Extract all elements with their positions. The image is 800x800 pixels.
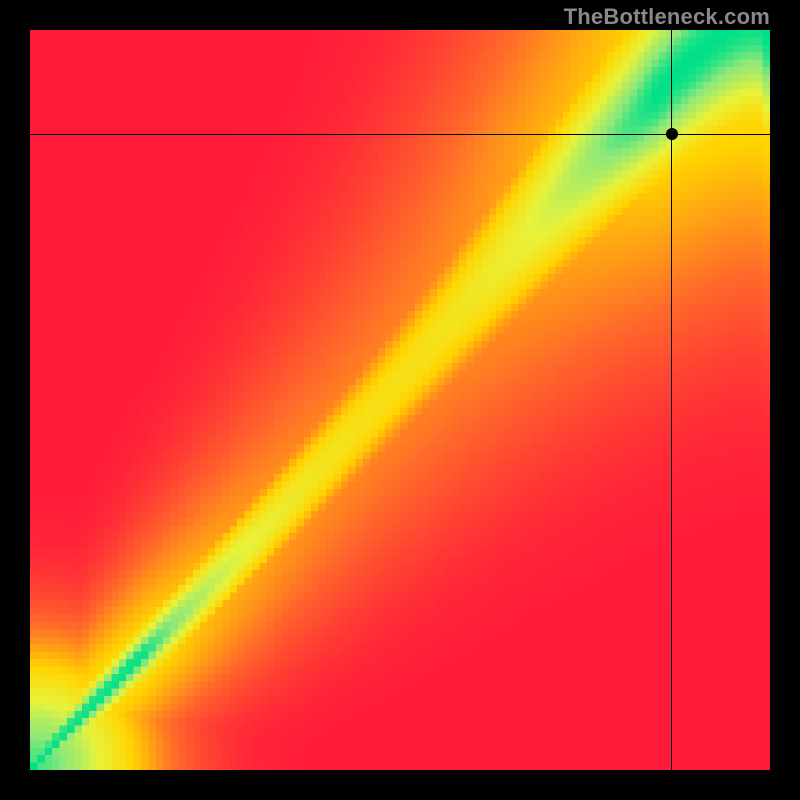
marker-dot <box>666 128 678 140</box>
heatmap-canvas <box>30 30 770 770</box>
crosshair-vertical <box>671 30 672 770</box>
root-container: TheBottleneck.com <box>0 0 800 800</box>
heatmap-plot <box>30 30 770 770</box>
watermark-label: TheBottleneck.com <box>564 4 770 30</box>
crosshair-horizontal <box>30 134 770 135</box>
